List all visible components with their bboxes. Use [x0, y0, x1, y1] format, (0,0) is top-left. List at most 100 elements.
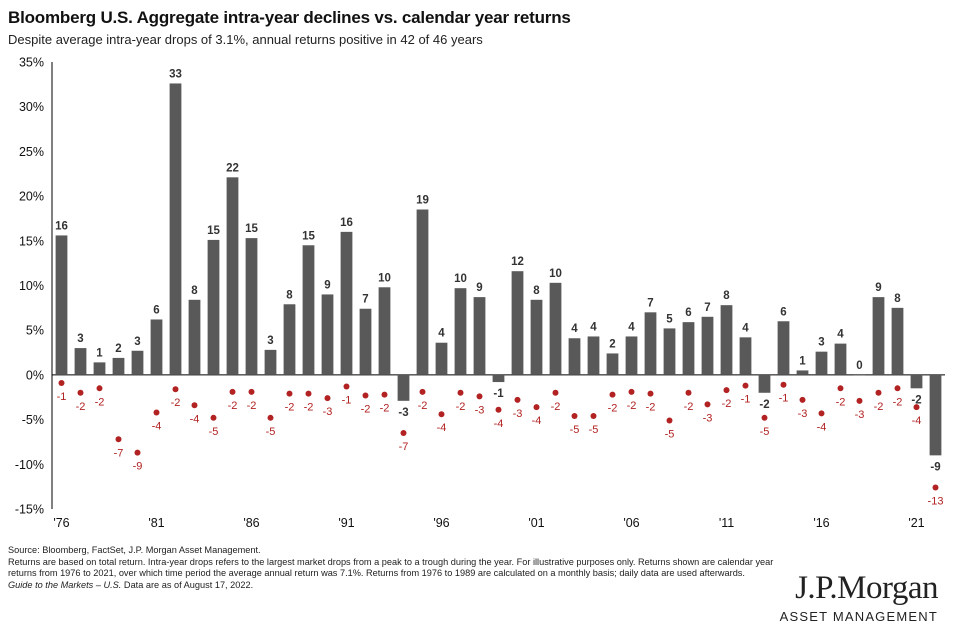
- intra-year-drop-dot: [324, 395, 331, 402]
- intra-year-drop-dot: [894, 385, 901, 392]
- return-bar: [872, 297, 885, 375]
- drop-label: -3: [703, 412, 713, 424]
- intra-year-drop-dot: [571, 413, 578, 420]
- return-bar: [226, 177, 239, 375]
- return-label: 16: [340, 217, 353, 229]
- methodology-note: Returns are based on total return. Intra…: [8, 556, 774, 579]
- return-label: 1: [96, 347, 103, 359]
- intra-year-drop-dot: [400, 430, 407, 437]
- intra-year-drop-dot: [856, 397, 863, 404]
- drop-label: -2: [247, 400, 257, 412]
- drop-label: -2: [418, 400, 428, 412]
- drop-label: -2: [874, 401, 884, 413]
- drop-label: -2: [95, 396, 105, 408]
- drop-label: -5: [570, 424, 580, 436]
- return-bar: [435, 342, 448, 375]
- return-bar: [473, 297, 486, 375]
- return-label: 3: [818, 337, 824, 349]
- return-label: -3: [398, 407, 408, 419]
- return-label: 7: [704, 302, 710, 314]
- drop-label: -4: [190, 413, 200, 425]
- return-bar: [397, 374, 410, 401]
- y-tick-label: 5%: [26, 324, 44, 338]
- drop-label: -3: [323, 406, 333, 418]
- return-bar: [606, 353, 619, 375]
- return-label: -2: [759, 399, 769, 411]
- x-tick-label: '06: [623, 516, 639, 530]
- return-label: 5: [666, 313, 673, 325]
- intra-year-drop-dot: [685, 389, 692, 396]
- intra-year-drop-dot: [514, 396, 521, 403]
- return-label: 3: [134, 336, 140, 348]
- intra-year-drop-dot: [115, 436, 122, 443]
- x-tick-label: '96: [433, 516, 449, 530]
- return-label: 1: [799, 355, 806, 367]
- drop-label: -3: [798, 408, 808, 420]
- return-label: 2: [115, 343, 121, 355]
- return-bar: [701, 316, 714, 375]
- return-bar: [188, 299, 201, 375]
- y-tick-label: 30%: [19, 100, 44, 114]
- data-date: Data are as of August 17, 2022.: [121, 580, 254, 591]
- return-bar: [587, 336, 600, 375]
- return-bar: [663, 328, 676, 375]
- return-label: 8: [191, 285, 198, 297]
- return-label: 8: [286, 289, 293, 301]
- return-bar: [511, 271, 524, 375]
- drop-label: -9: [133, 461, 143, 473]
- intra-year-drop-dot: [647, 390, 654, 397]
- drop-label: -1: [57, 391, 67, 403]
- return-label: 9: [875, 282, 881, 294]
- drop-label: -3: [855, 409, 865, 421]
- return-bar: [720, 305, 733, 375]
- return-label: 12: [511, 256, 524, 268]
- return-label: 3: [77, 333, 83, 345]
- return-bar: [815, 351, 828, 375]
- return-label: 0: [856, 360, 862, 372]
- return-label: 9: [476, 282, 482, 294]
- drop-label: -4: [532, 415, 542, 427]
- drop-label: -2: [893, 396, 903, 408]
- intra-year-drop-dot: [267, 414, 274, 421]
- return-label: -9: [930, 461, 940, 473]
- return-label: 15: [207, 225, 220, 237]
- intra-year-drop-dot: [153, 409, 160, 416]
- intra-year-drop-dot: [77, 389, 84, 396]
- intra-year-drop-dot: [590, 413, 597, 420]
- drop-label: -3: [475, 404, 485, 416]
- drop-label: -1: [741, 394, 751, 406]
- intra-year-drop-dot: [723, 387, 730, 394]
- intra-year-drop-dot: [875, 389, 882, 396]
- return-bar: [302, 245, 315, 375]
- drop-label: -5: [665, 428, 675, 440]
- return-bar: [169, 83, 182, 375]
- drop-label: -2: [76, 401, 86, 413]
- return-bar: [416, 209, 429, 375]
- return-label: 4: [742, 322, 749, 334]
- return-label: 7: [362, 294, 368, 306]
- return-bar: [796, 370, 809, 375]
- return-bar: [112, 357, 125, 375]
- return-bar: [492, 374, 505, 383]
- return-bar: [378, 287, 391, 375]
- drop-label: -5: [209, 426, 219, 438]
- intra-year-drop-dot: [932, 484, 939, 491]
- return-label: 4: [438, 328, 445, 340]
- drop-label: -13: [928, 496, 944, 508]
- return-bar: [321, 294, 334, 375]
- return-bar: [549, 282, 562, 375]
- drop-label: -2: [228, 400, 238, 412]
- return-bar: [853, 374, 866, 376]
- drop-label: -4: [437, 422, 447, 434]
- drop-label: -2: [722, 398, 732, 410]
- drop-label: -5: [266, 426, 276, 438]
- intra-year-drop-dot: [628, 388, 635, 395]
- drop-label: -2: [361, 403, 371, 415]
- intra-year-drop-dot: [96, 385, 103, 392]
- intra-year-drop-dot: [210, 414, 217, 421]
- intra-year-drop-dot: [552, 389, 559, 396]
- return-label: 4: [628, 321, 635, 333]
- y-tick-label: -5%: [22, 413, 44, 427]
- return-label: 6: [780, 306, 786, 318]
